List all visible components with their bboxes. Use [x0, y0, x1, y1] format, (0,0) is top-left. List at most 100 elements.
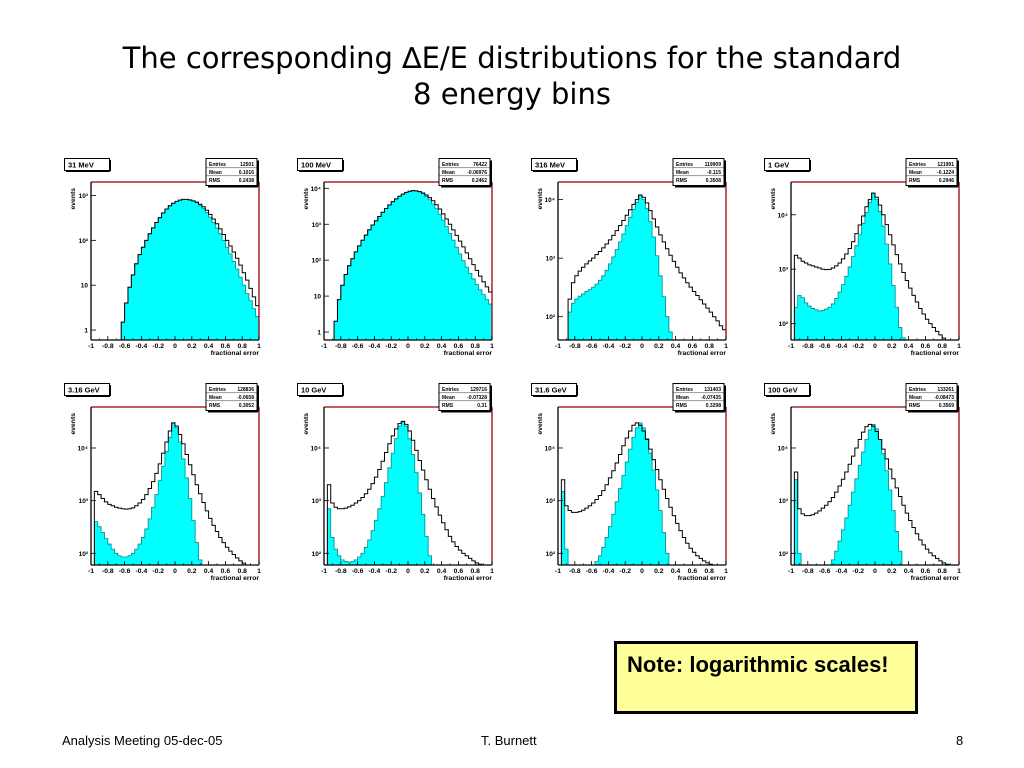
x-tick-label: 0	[406, 343, 410, 350]
x-tick-label: -1	[555, 568, 561, 575]
x-tick-label: 0.6	[688, 343, 698, 350]
slide-title: The corresponding ∆E/E distributions for…	[0, 40, 1024, 112]
x-tick-label: 0.6	[221, 343, 231, 350]
x-tick-label: -1	[555, 343, 561, 350]
filled-bin	[628, 217, 633, 340]
filled-bin	[598, 280, 603, 340]
filled-bin	[895, 307, 899, 340]
filled-bin	[601, 547, 606, 565]
slide-title-line-2: 8 energy bins	[413, 77, 611, 111]
filled-bin	[878, 439, 883, 565]
stats-label: Mean	[909, 170, 922, 176]
filled-bin	[848, 266, 852, 340]
filled-bin	[134, 263, 139, 340]
filled-bin	[188, 199, 193, 340]
histogram-panel: -1 -0.8 -0.6 -0.4 -0.2 0 0.2 0.4 0.6 0.8 1fraction…	[297, 158, 494, 357]
filled-bin	[350, 561, 355, 565]
stats-label: RMS	[909, 178, 921, 184]
filled-bin	[652, 470, 656, 565]
filled-bin	[594, 284, 599, 340]
x-tick-label: -0.4	[603, 568, 615, 575]
filled-bin	[327, 508, 332, 565]
histogram-title: 31.6 GeV	[535, 386, 567, 395]
x-tick-label: 0.4	[204, 568, 214, 575]
filled-bin	[414, 472, 419, 565]
filled-bin	[434, 208, 439, 340]
x-axis-label: fractional error	[911, 575, 960, 582]
filled-bin	[831, 303, 836, 340]
filled-bin	[364, 547, 369, 565]
stats-box	[672, 383, 725, 411]
filled-bin	[114, 553, 119, 565]
filled-bin	[175, 201, 179, 340]
filled-bin	[901, 337, 906, 340]
x-tick-label: 0	[873, 568, 877, 575]
filled-bin	[588, 289, 592, 340]
stats-value: 12501	[240, 162, 254, 168]
x-axis-label: fractional error	[211, 575, 260, 582]
filled-bin	[858, 234, 862, 340]
filled-bin	[401, 194, 405, 340]
x-tick-label: -0.8	[569, 343, 581, 350]
filled-bin	[605, 537, 609, 565]
filled-bin	[861, 223, 866, 340]
filled-bin	[424, 196, 429, 340]
x-tick-label: -1	[321, 568, 327, 575]
filled-bin	[238, 277, 243, 340]
filled-bin	[594, 561, 599, 565]
filled-bin	[631, 209, 636, 340]
filled-bin	[141, 247, 146, 340]
stats-label: RMS	[209, 178, 221, 184]
filled-bin	[191, 201, 196, 340]
filled-bin	[401, 421, 405, 565]
stats-value: 76422	[473, 162, 487, 168]
y-tick-label: 10	[314, 294, 322, 301]
y-tick-label: 1	[84, 328, 88, 335]
footer-page-number: 8	[956, 733, 964, 748]
y-axis-label: events	[770, 413, 777, 435]
filled-bin	[898, 551, 903, 565]
filled-bin	[838, 292, 842, 340]
filled-bin	[242, 285, 246, 340]
filled-bin	[168, 205, 172, 340]
outline-histogram	[324, 190, 493, 341]
x-tick-label: -0.2	[152, 568, 164, 575]
filled-bin	[394, 198, 399, 340]
filled-bin	[158, 480, 162, 565]
y-tick-label: 10²	[312, 551, 322, 558]
filled-bin	[188, 498, 193, 565]
filled-bin	[117, 555, 122, 565]
histogram-panel: -1 -0.8 -0.6 -0.4 -0.2 0 0.2 0.4 0.6 0.8 1fraction…	[531, 383, 728, 582]
y-tick-label: 10⁴	[311, 445, 321, 452]
stats-label: RMS	[676, 403, 688, 409]
filled-bin	[794, 307, 799, 340]
filled-bin	[171, 422, 176, 565]
x-tick-label: -0.2	[385, 343, 397, 350]
filled-bin	[175, 427, 179, 565]
x-tick-label: -0.2	[852, 343, 864, 350]
x-tick-label: -0.6	[586, 568, 598, 575]
x-axis-label: fractional error	[678, 575, 727, 582]
filled-bin	[898, 327, 903, 340]
filled-bin	[178, 441, 183, 565]
filled-bin	[564, 549, 569, 565]
histogram-panel: -1 -0.8 -0.6 -0.4 -0.2 0 0.2 0.4 0.6 0.8 1fraction…	[297, 383, 494, 582]
filled-bin	[875, 199, 879, 340]
stats-value: 0.1016	[239, 170, 255, 176]
filled-bin	[794, 479, 799, 565]
x-tick-label: -0.8	[102, 568, 114, 575]
filled-bin	[127, 555, 132, 565]
x-tick-label: 1	[490, 568, 494, 575]
filled-bin	[364, 235, 369, 340]
x-tick-label: -0.6	[586, 343, 598, 350]
stats-value: -0.1224	[937, 170, 954, 176]
filled-bin	[185, 199, 189, 340]
y-tick-label: 10³	[779, 267, 789, 274]
x-axis-label: fractional error	[678, 350, 727, 357]
filled-bin	[455, 247, 459, 340]
filled-bin	[161, 212, 166, 340]
filled-bin	[138, 544, 142, 565]
filled-bin	[374, 520, 379, 565]
filled-bin	[621, 233, 626, 340]
filled-bin	[340, 285, 345, 340]
